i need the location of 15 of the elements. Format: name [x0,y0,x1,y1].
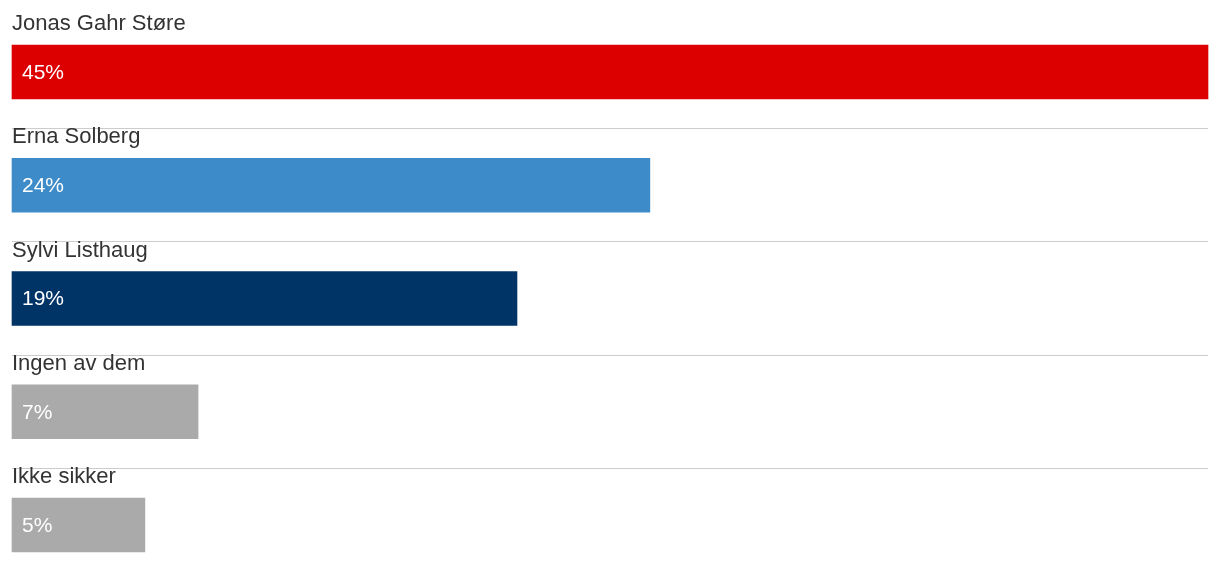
y-tick-label: Sylvi Listhaug [12,236,148,262]
data-label: 7% [22,399,53,423]
data-label: 45% [22,59,65,83]
data-label: 24% [22,173,65,197]
bar [11,44,1209,100]
data-label: 19% [22,286,65,310]
bar [11,157,651,213]
bar [11,271,518,326]
y-tick-label: Ingen av dem [12,349,146,375]
data-label: 5% [22,512,53,536]
bar [11,497,146,553]
y-tick-label: Ikke sikker [12,463,116,488]
bar [11,384,199,440]
y-tick-label: Erna Solberg [12,123,141,149]
y-tick-label: Jonas Gahr Støre [12,10,186,35]
